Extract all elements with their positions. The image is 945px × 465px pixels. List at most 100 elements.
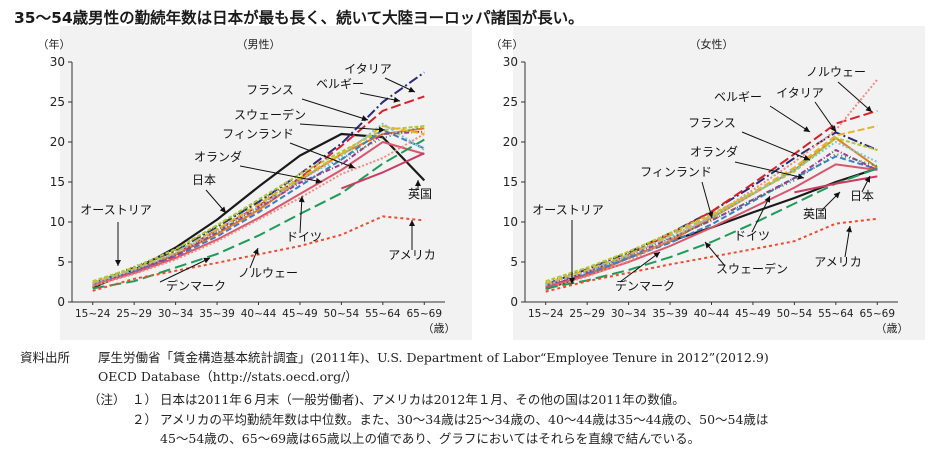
source-text-2: OECD Database（http://stats.oecd.org/） — [98, 369, 358, 384]
page-title: 35～54歳男性の勤続年数は日本が最も長く、続いて大陸ヨーロッパ諸国が長い。 — [14, 9, 584, 27]
series-label: フィンランド — [640, 165, 712, 179]
series-label: アメリカ — [814, 255, 861, 269]
x-tick-label: 65~69 — [860, 308, 896, 320]
y-axis-label: （年） — [491, 37, 524, 51]
y-tick-label: 10 — [50, 215, 65, 229]
x-tick-label: 55~64 — [818, 308, 854, 320]
y-tick-label: 5 — [510, 255, 518, 269]
series-label: フランス — [246, 83, 294, 97]
label-leader — [301, 98, 369, 121]
series-line — [545, 141, 878, 287]
series-label: デンマーク — [615, 278, 675, 293]
series-line-英国 — [794, 175, 878, 194]
series-label: オランダ — [194, 149, 242, 164]
series-label: ベルギー — [714, 90, 762, 104]
x-axis-label: （歳） — [876, 322, 909, 335]
series-label: ベルギー — [316, 77, 364, 91]
label-leader — [751, 195, 771, 233]
label-leader — [814, 101, 837, 133]
label-leader — [741, 131, 811, 161]
label-arrowhead — [833, 192, 840, 199]
label-arrowhead — [864, 176, 870, 183]
series-label: 英国 — [408, 187, 432, 201]
y-tick-label: 15 — [503, 175, 518, 189]
series-line-デンマーク — [92, 138, 425, 290]
label-arrowhead — [115, 260, 121, 266]
x-tick-label: 40~44 — [241, 308, 277, 320]
label-arrowhead — [803, 126, 810, 132]
series-line-フィンランド — [92, 130, 425, 286]
label-arrowhead — [203, 257, 210, 264]
series-label: ドイツ — [286, 230, 322, 244]
label-leader — [701, 181, 713, 219]
note-label: （注） — [88, 392, 126, 407]
note-2-number: ２） — [132, 412, 158, 427]
chart-title: （女性） — [690, 37, 734, 51]
x-tick-label: 45~49 — [282, 308, 318, 320]
label-leader — [239, 165, 323, 183]
y-tick-label: 5 — [57, 255, 65, 269]
chart-men: 0 5 10 15 20 25 30 15~24 25~29 30~34 35~39 40~44 45~… — [38, 37, 456, 335]
series-line-ノルウェー — [92, 133, 425, 287]
y-axis-label: （年） — [38, 37, 71, 51]
series-label: ノルウェー — [238, 266, 298, 280]
label-arrowhead — [378, 126, 385, 133]
label-arrowhead — [315, 177, 322, 184]
label-arrowhead — [361, 115, 368, 121]
series-label: フィンランド — [222, 127, 294, 141]
series-label: デンマーク — [166, 278, 226, 293]
y-tick-label: 25 — [503, 95, 518, 109]
label-leader — [299, 123, 386, 131]
series-line-スウェーデン — [545, 155, 878, 290]
label-arrowhead — [707, 211, 714, 218]
x-axis-label: （歳） — [423, 322, 456, 335]
x-tick-label: 50~54 — [777, 308, 813, 320]
label-arrowhead — [865, 105, 872, 112]
charts-container: 0 5 10 15 20 25 30 15~24 25~29 30~34 35~39 40~44 45~… — [38, 26, 925, 340]
series-label: ノルウェー — [806, 65, 866, 79]
series-line-英国 — [341, 152, 425, 190]
label-leader — [289, 142, 356, 169]
label-arrowhead — [797, 173, 804, 180]
series-label: アメリカ — [388, 248, 435, 262]
series-line-スウェーデン — [92, 129, 425, 286]
series-line-オーストリア — [545, 137, 878, 283]
series-line-フィンランド — [545, 149, 878, 287]
note-1-number: １） — [132, 392, 158, 407]
series-label: 英国 — [803, 207, 827, 221]
x-tick-label: 55~64 — [365, 308, 401, 320]
x-tick-label: 15~24 — [528, 308, 564, 320]
series-label: スウェーデン — [234, 107, 306, 122]
label-arrowhead — [846, 226, 852, 233]
series-label: ドイツ — [734, 229, 770, 243]
series-label: スウェーデン — [716, 261, 788, 276]
label-arrowhead — [803, 154, 810, 161]
chart-men-background — [60, 26, 472, 340]
series-label: オーストリア — [532, 203, 603, 217]
label-arrowhead — [409, 220, 415, 226]
y-tick-label: 20 — [503, 135, 518, 149]
series-line-デンマーク — [545, 167, 878, 290]
label-arrowhead — [764, 196, 770, 203]
label-leader — [159, 257, 211, 283]
label-arrowhead — [219, 206, 226, 213]
label-arrowhead — [705, 242, 712, 249]
label-arrowhead — [348, 163, 355, 169]
series-line-ベルギー — [545, 109, 878, 289]
x-tick-label: 25~29 — [569, 308, 605, 320]
chart-women: 0 5 10 15 20 25 30 15~24 25~29 30~34 35~39 40~44 45~… — [491, 37, 909, 335]
label-arrowhead — [393, 96, 400, 103]
x-tick-label: 65~69 — [407, 308, 443, 320]
chart-title: （男性） — [237, 37, 281, 51]
series-label: 日本 — [850, 189, 874, 203]
series-label: イタリア — [344, 62, 392, 76]
label-leader — [769, 105, 811, 133]
x-tick-label: 25~29 — [116, 308, 152, 320]
series-label: イタリア — [776, 86, 824, 100]
label-leader — [619, 251, 661, 283]
y-tick-label: 10 — [503, 215, 518, 229]
series-label: オランダ — [690, 144, 738, 159]
label-arrowhead — [408, 86, 415, 93]
y-tick-label: 0 — [57, 295, 65, 309]
series-line-ドイツ — [92, 141, 425, 287]
